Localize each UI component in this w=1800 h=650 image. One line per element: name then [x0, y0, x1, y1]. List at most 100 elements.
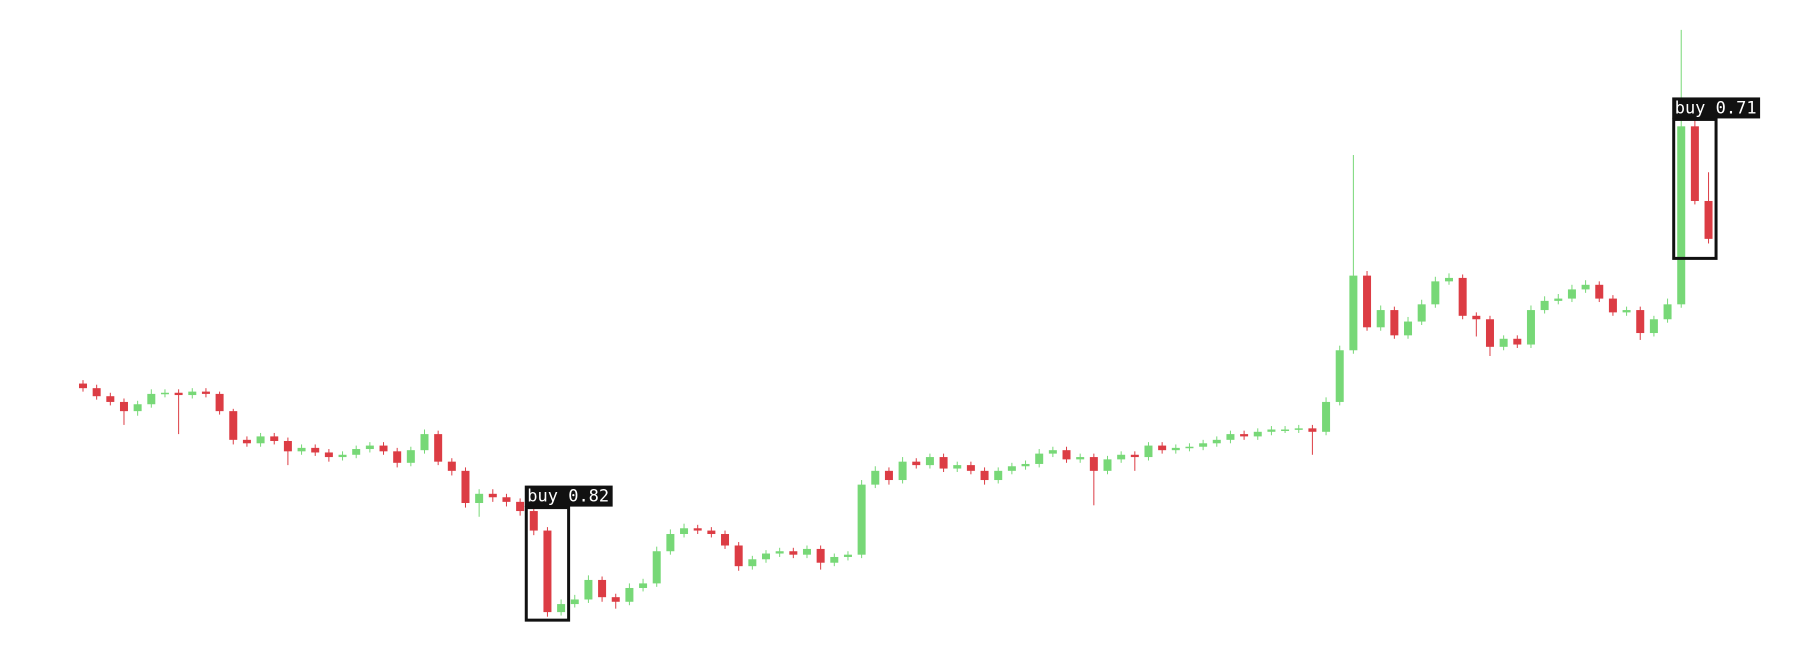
candle-body — [625, 587, 634, 602]
candle-body — [201, 391, 210, 394]
candle-body — [1240, 434, 1249, 437]
candle-body — [1103, 459, 1112, 471]
candle-body — [174, 392, 183, 396]
candle-body — [1404, 321, 1413, 336]
candle-body — [488, 493, 497, 498]
candle-body — [1253, 431, 1262, 437]
candle-body — [721, 534, 730, 546]
candle-body — [270, 436, 279, 441]
candle-body — [748, 559, 757, 567]
candle-body — [516, 501, 525, 512]
candle-body — [1445, 277, 1453, 282]
candle-body — [611, 597, 620, 602]
candle-body — [1335, 350, 1344, 402]
candle-body — [1363, 275, 1372, 328]
candle-body — [1636, 310, 1645, 334]
candle-body — [680, 528, 689, 535]
candle-body — [420, 434, 429, 451]
candle-body — [1199, 443, 1208, 447]
candle-body — [584, 579, 593, 600]
candle-body — [379, 445, 388, 452]
candle-body — [1035, 453, 1044, 464]
candle-body — [762, 553, 770, 560]
candle-body — [1117, 454, 1126, 460]
candle-body — [160, 392, 169, 395]
detection-label-bg — [1672, 97, 1761, 119]
candle-body — [1308, 428, 1317, 432]
candle-body — [734, 545, 743, 567]
candle-body — [1376, 310, 1385, 328]
candle-body — [119, 401, 128, 412]
candle-body — [147, 393, 156, 405]
candle-body — [1567, 289, 1576, 299]
candle-body — [1595, 284, 1604, 299]
candle-body — [1144, 445, 1153, 458]
candle-body — [461, 470, 470, 504]
candle-body — [1349, 275, 1358, 351]
candle-body — [1089, 457, 1098, 471]
candle-body — [1554, 298, 1563, 301]
candle-body — [256, 436, 265, 444]
candle-body — [570, 599, 579, 605]
candle-body — [1704, 200, 1713, 239]
candle-body — [1158, 445, 1167, 451]
candle-body — [953, 465, 962, 469]
candle-body — [1472, 315, 1481, 320]
candle-body — [939, 457, 948, 469]
candle-body — [1076, 457, 1085, 460]
candle-body — [1649, 319, 1658, 334]
candle-body — [1458, 277, 1467, 316]
candle-body — [666, 534, 675, 552]
candle-body — [1281, 429, 1290, 432]
candle-body — [1581, 284, 1590, 290]
candle-body — [802, 548, 811, 555]
candle-body — [830, 556, 839, 563]
candle-body — [447, 461, 456, 471]
candle-body — [393, 451, 402, 463]
candle-body — [338, 454, 347, 458]
candle-body — [1677, 126, 1686, 305]
candle-body — [652, 551, 661, 584]
candle-body — [297, 447, 306, 452]
candle-body — [324, 452, 333, 458]
candle-body — [1130, 454, 1139, 458]
candle-body — [994, 470, 1003, 481]
candle-body — [1540, 300, 1549, 311]
candle-body — [1526, 310, 1535, 345]
candle-body — [1663, 304, 1672, 320]
candle-body — [816, 548, 825, 563]
candle-body — [557, 604, 566, 613]
candle-body — [912, 461, 921, 466]
candle-body — [365, 445, 374, 450]
candle-body — [598, 579, 607, 598]
candle-body — [311, 447, 320, 453]
candle-body — [1062, 450, 1071, 460]
candle-body — [1171, 447, 1180, 451]
candle-body — [707, 530, 716, 535]
candle-body — [283, 440, 292, 452]
candle-body — [229, 411, 238, 440]
candle-body — [898, 461, 907, 481]
candle-body — [1294, 428, 1303, 430]
detection-label: buy 0.82 — [527, 487, 609, 507]
candle-body — [639, 583, 648, 588]
detection-label: buy 0.71 — [1675, 98, 1757, 118]
candle-body — [242, 439, 251, 444]
candle-body — [871, 470, 880, 485]
candle-body — [966, 465, 975, 471]
candle-body — [693, 528, 702, 531]
candle-body — [1048, 450, 1057, 454]
candle-body — [1185, 446, 1194, 449]
candle-body — [1431, 281, 1440, 305]
candle-body — [843, 554, 852, 557]
candle-body — [133, 404, 142, 412]
detection-box — [524, 506, 571, 622]
candle-body — [1608, 298, 1617, 313]
candle-body — [1485, 319, 1494, 347]
candle-body — [352, 449, 361, 455]
candle-body — [1021, 463, 1030, 467]
candle-body — [406, 450, 415, 463]
candle-body — [543, 530, 552, 613]
candle-body — [1226, 434, 1235, 440]
